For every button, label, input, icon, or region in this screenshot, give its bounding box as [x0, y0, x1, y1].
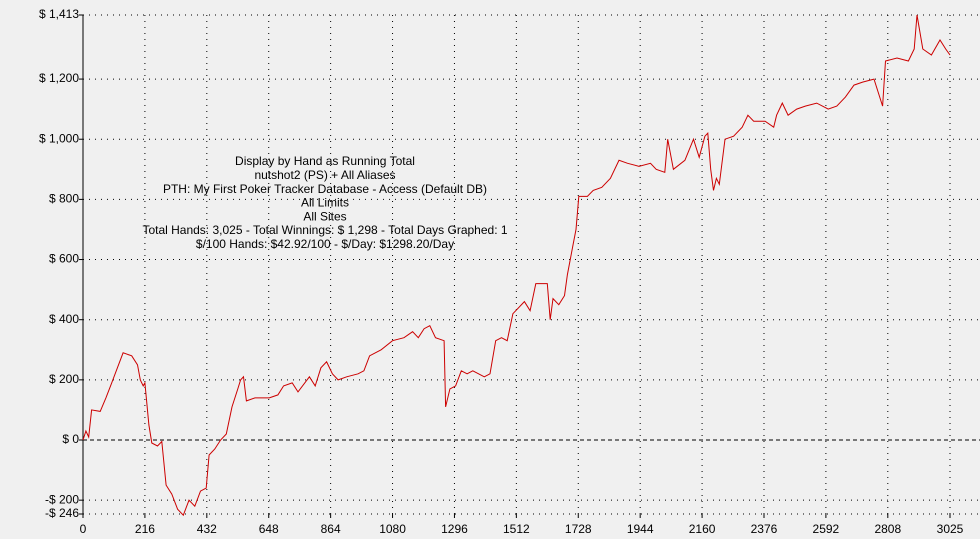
x-tick-label: 0: [80, 522, 87, 536]
data-line: [82, 14, 951, 517]
x-tick-label: 1296: [441, 522, 468, 536]
x-tick-label: 2376: [751, 522, 778, 536]
y-tick-label: $ 1,200: [39, 71, 79, 85]
x-tick-label: 2160: [689, 522, 716, 536]
y-tick-label: -$ 200: [45, 492, 79, 506]
x-tick-label: 1728: [565, 522, 592, 536]
annotation: $/100 Hands: $42.92/100 - $/Day: $1298.2…: [196, 237, 454, 251]
y-tick-label: $ 1,000: [39, 131, 79, 145]
x-tick-label: 648: [259, 522, 279, 536]
x-tick-label: 3025: [937, 522, 964, 536]
y-tick-label: $ 600: [49, 252, 79, 266]
y-tick-label: $ 800: [49, 192, 79, 206]
x-tick-label: 1944: [627, 522, 654, 536]
y-tick-label: $ 1,413: [39, 7, 79, 21]
x-tick-label: 1080: [379, 522, 406, 536]
x-tick-label: 432: [197, 522, 217, 536]
x-tick-label: 2808: [874, 522, 901, 536]
annotation: All Sites: [303, 209, 346, 223]
annotation: Total Hands: 3,025 - Total Winnings: $ 1…: [142, 223, 507, 237]
x-tick-label: 2592: [813, 522, 840, 536]
y-tick-label: $ 400: [49, 312, 79, 326]
x-tick-label: 1512: [503, 522, 530, 536]
y-tick-label: -$ 246: [45, 506, 79, 520]
annotation: nutshot2 (PS) + All Aliases: [254, 168, 395, 182]
y-tick-label: $ 0: [62, 432, 79, 446]
annotation: PTH: My First Poker Tracker Database - A…: [163, 182, 487, 196]
y-tick-label: $ 200: [49, 372, 79, 386]
x-tick-label: 864: [321, 522, 341, 536]
annotation: All Limits: [301, 196, 349, 210]
x-tick-label: 216: [135, 522, 155, 536]
annotation: Display by Hand as Running Total: [235, 154, 415, 168]
